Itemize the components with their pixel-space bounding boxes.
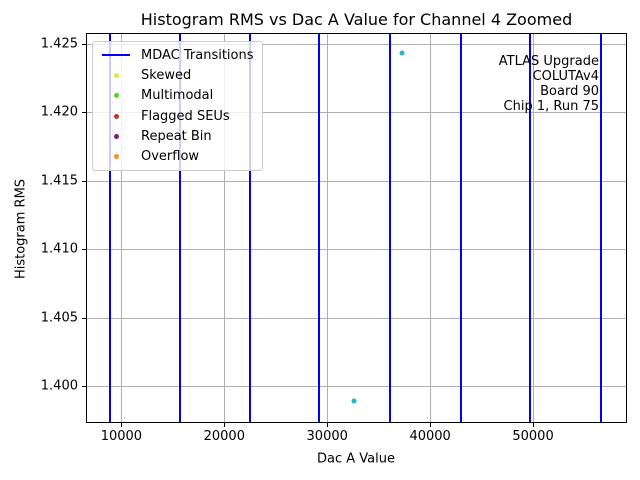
y-tick-mark [82,43,86,45]
mdac-transition-line [529,34,532,422]
y-gridline [87,317,626,319]
overflow-dot-swatch [113,154,119,160]
plot-area: ATLAS Upgrade COLUTAv4 Board 90 Chip 1, … [41,33,627,444]
legend-item: Repeat Bin [100,126,258,146]
legend-dot-marker [100,113,132,119]
legend-item: Flagged SEUs [100,106,258,126]
repeat-bin-dot-swatch [113,133,119,139]
legend-dot-marker [100,133,132,139]
legend-item-label: Multimodal [141,88,214,104]
y-tick-label: 1.410 [40,241,78,257]
x-tick-label: 40000 [409,429,451,444]
x-tick-label: 50000 [512,429,554,444]
y-gridline [87,43,626,45]
multimodal-dot-swatch [113,93,119,99]
legend-item: Overflow [100,147,258,167]
y-tick-label: 1.405 [40,310,78,326]
annotation-line: Chip 1, Run 75 [503,99,599,114]
y-gridline [87,249,626,251]
y-tick-label: 1.420 [40,104,78,120]
legend-item-label: Overflow [141,149,200,165]
mdac-transition-line [459,34,462,422]
x-tick-mark [224,423,226,427]
y-tick-label: 1.415 [40,173,78,189]
scatter-point [351,398,357,404]
legend-line-marker [100,54,132,57]
x-tick-mark [121,423,123,427]
x-tick-label: 30000 [306,429,348,444]
legend-dot-marker [100,93,132,99]
y-axis-label: Histogram RMS [13,178,29,280]
annotation-line: Board 90 [540,84,599,99]
y-gridline [87,112,626,114]
legend-dot-marker [100,154,132,160]
y-tick-mark [82,249,86,251]
x-gridline [327,34,329,422]
legend-item-label: Flagged SEUs [141,108,230,124]
y-gridline [87,180,626,182]
chart-title: Histogram RMS vs Dac A Value for Channel… [140,10,573,29]
mdac-transition-line [178,34,181,422]
y-tick-mark [82,180,86,182]
mdac-transition-line [599,34,602,422]
mdac-transition-line [248,34,251,422]
x-axis-label: Dac A Value [317,451,395,467]
mdac-transition-line [318,34,321,422]
legend-item-label: Skewed [141,67,192,83]
annotation-block: ATLAS Upgrade COLUTAv4 Board 90 Chip 1, … [499,54,599,114]
legend: MDAC Transitions Skewed Multimodal Flagg… [92,41,263,171]
legend-dot-marker [100,72,132,78]
legend-item: MDAC Transitions [100,45,258,65]
x-gridline [430,34,432,422]
mdac-transition-line [109,34,112,422]
x-gridline [533,34,535,422]
legend-item-label: MDAC Transitions [141,47,254,63]
x-tick-mark [533,423,535,427]
y-tick-mark [82,112,86,114]
mdac-transition-line [388,34,391,422]
x-gridline [121,34,123,422]
legend-item-label: Repeat Bin [141,128,212,144]
x-tick-label: 20000 [203,429,245,444]
legend-item: Skewed [100,65,258,85]
annotation-line: ATLAS Upgrade [498,54,599,69]
x-tick-label: 10000 [100,429,143,444]
legend-item: Multimodal [100,86,258,106]
y-tick-mark [82,317,86,319]
scatter-point [399,50,405,56]
x-gridline [224,34,226,422]
annotation-line: COLUTAv4 [532,69,599,84]
y-tick-label: 1.400 [40,378,78,394]
y-tick-mark [82,386,86,388]
x-tick-mark [327,423,329,427]
skewed-dot-swatch [113,72,119,78]
y-gridline [87,386,626,388]
x-tick-mark [430,423,432,427]
flagged-seus-dot-swatch [113,113,119,119]
mdac-line-swatch [102,54,130,57]
y-tick-label: 1.425 [40,36,78,52]
